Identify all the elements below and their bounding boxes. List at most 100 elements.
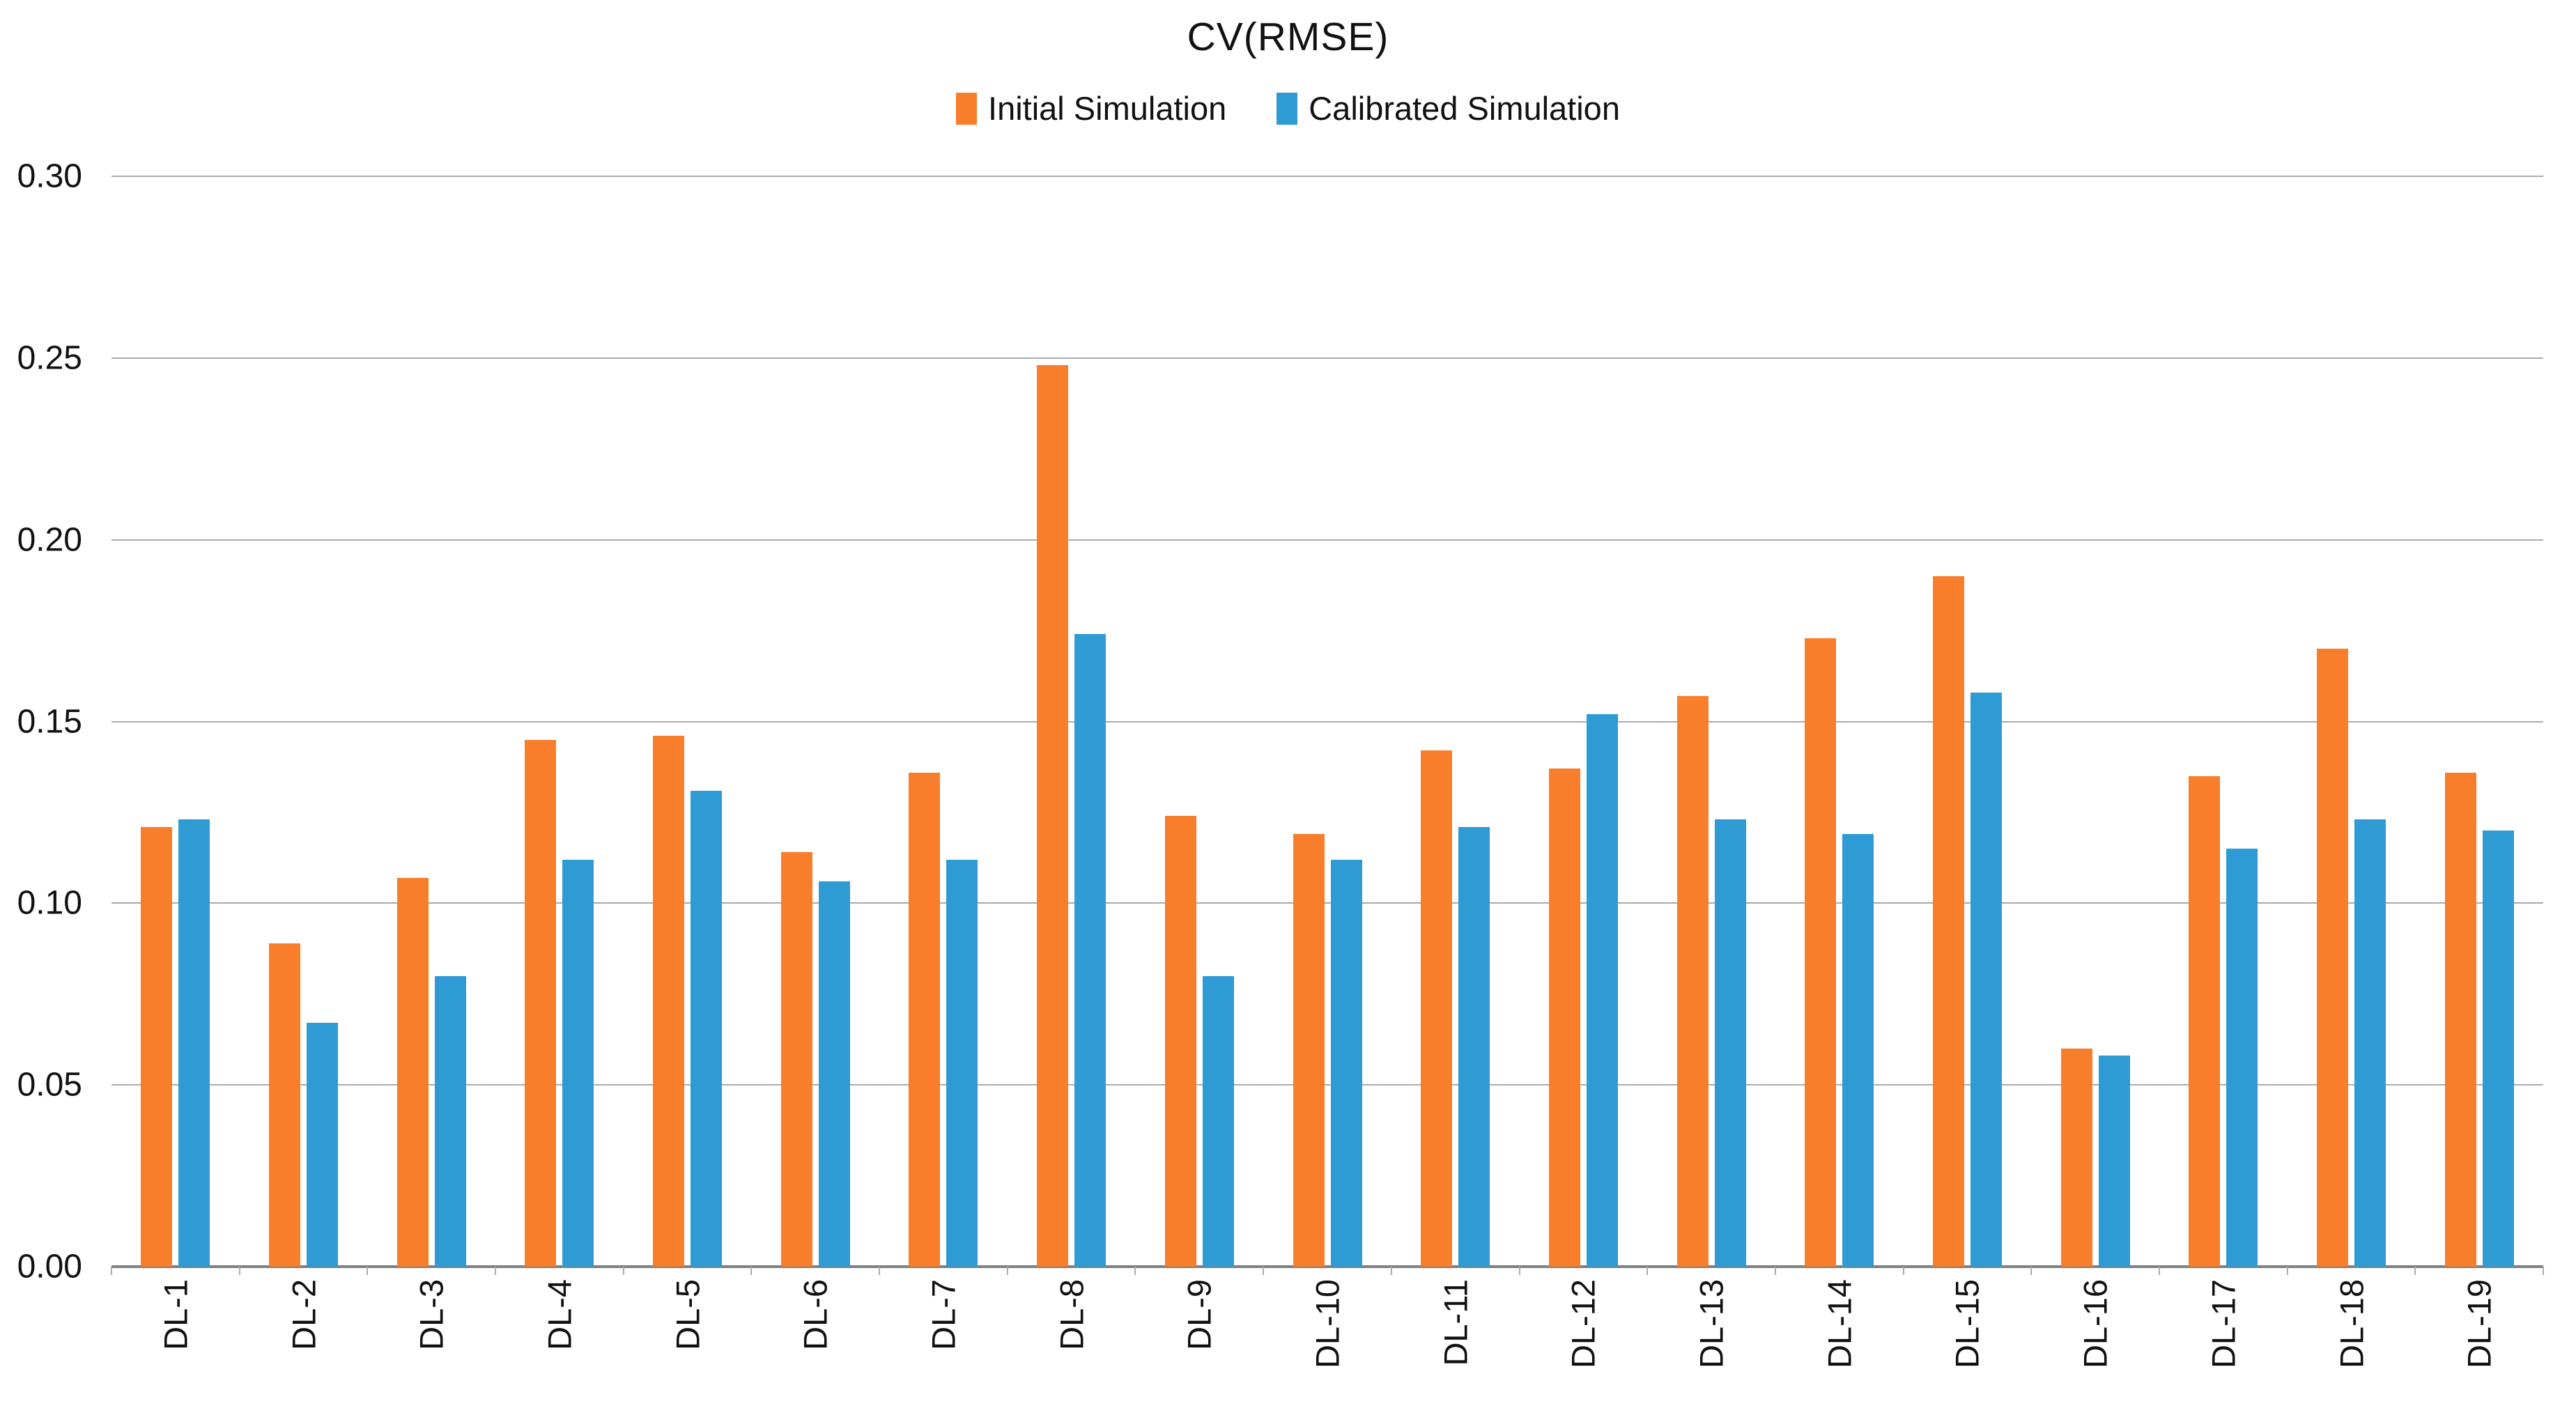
bar-initial-dl-4 (525, 739, 557, 1267)
x-axis-line (111, 1265, 2543, 1268)
category-tick (750, 1267, 753, 1275)
bar-initial-dl-13 (1676, 695, 1709, 1267)
y-axis-label: 0.25 (17, 339, 82, 377)
bar-initial-dl-10 (1293, 834, 1325, 1267)
bar-calibrated-dl-1 (178, 819, 210, 1267)
x-axis-label: DL-18 (2333, 1279, 2370, 1369)
x-axis-label: DL-6 (796, 1279, 834, 1350)
bar-initial-dl-15 (1932, 575, 1964, 1267)
x-axis-label: DL-8 (1053, 1279, 1090, 1350)
bar-initial-dl-19 (2444, 772, 2476, 1267)
chart-title: CV(RMSE) (1187, 15, 1389, 59)
legend-label-initial: Initial Simulation (988, 90, 1227, 127)
category-tick (1263, 1267, 1265, 1275)
x-axis-label: DL-16 (2076, 1279, 2114, 1369)
bar-group-dl-6: DL-6 (751, 176, 879, 1350)
bar-calibrated-dl-9 (1202, 975, 1234, 1267)
category-tick (367, 1267, 369, 1275)
gridline (111, 539, 2543, 541)
bar-group-dl-19: DL-19 (2415, 176, 2543, 1368)
bar-group-dl-13: DL-13 (1647, 176, 1775, 1368)
bar-calibrated-dl-5 (691, 790, 723, 1267)
bar-calibrated-dl-8 (1074, 634, 1106, 1267)
category-tick (2543, 1267, 2544, 1275)
y-axis-label: 0.05 (17, 1066, 82, 1104)
bar-calibrated-dl-19 (2482, 831, 2514, 1267)
legend-item-initial-simulation: Initial Simulation (956, 89, 1226, 128)
category-tick (2030, 1267, 2033, 1275)
category-tick (622, 1267, 624, 1275)
bar-calibrated-dl-15 (1970, 692, 2002, 1267)
category-tick (879, 1267, 881, 1275)
x-axis-label: DL-15 (1948, 1279, 1986, 1369)
bar-initial-dl-8 (1037, 365, 1069, 1267)
category-tick (1006, 1267, 1008, 1275)
x-axis-label: DL-5 (669, 1279, 707, 1350)
bar-group-dl-7: DL-7 (879, 176, 1008, 1350)
bar-group-dl-18: DL-18 (2288, 176, 2416, 1368)
bar-calibrated-dl-13 (1714, 819, 1746, 1267)
gridline (111, 1084, 2543, 1086)
category-tick (1134, 1267, 1136, 1275)
legend-item-calibrated-simulation: Calibrated Simulation (1277, 89, 1620, 128)
gridline (111, 902, 2543, 904)
x-axis-label: DL-17 (2205, 1279, 2242, 1369)
bar-group-dl-12: DL-12 (1520, 176, 1648, 1368)
bar-group-dl-8: DL-8 (1008, 176, 1136, 1350)
y-axis-label: 0.20 (17, 521, 82, 559)
bar-initial-dl-11 (1421, 750, 1453, 1267)
bar-calibrated-dl-18 (2354, 819, 2386, 1267)
category-tick (238, 1267, 240, 1275)
bar-group-dl-2: DL-2 (240, 176, 368, 1350)
x-axis-label: DL-12 (1564, 1279, 1602, 1369)
category-tick (111, 1267, 112, 1275)
bar-calibrated-dl-16 (2098, 1056, 2130, 1267)
y-axis-label: 0.15 (17, 703, 82, 740)
gridline (111, 176, 2543, 177)
bar-group-dl-14: DL-14 (1775, 176, 1904, 1368)
bar-calibrated-dl-10 (1330, 859, 1362, 1267)
category-tick (1646, 1267, 1649, 1275)
bar-initial-dl-17 (2189, 775, 2221, 1267)
bar-initial-dl-5 (653, 736, 685, 1267)
x-axis-label: DL-14 (1821, 1279, 1858, 1369)
bar-calibrated-dl-11 (1458, 826, 1490, 1267)
bar-calibrated-dl-12 (1586, 714, 1618, 1267)
category-tick (495, 1267, 497, 1275)
plot-area: 0.30 0.25 0.20 0.15 0.10 0.05 0.00 DL-1 DL-2 DL-… (17, 158, 2544, 1368)
legend-label-calibrated: Calibrated Simulation (1309, 90, 1620, 127)
bar-initial-dl-2 (269, 943, 301, 1267)
gridline (111, 357, 2543, 359)
x-axis-label: DL-1 (157, 1279, 194, 1350)
x-axis-label: DL-19 (2460, 1279, 2498, 1369)
bar-calibrated-dl-2 (307, 1023, 339, 1267)
bar-initial-dl-7 (909, 772, 941, 1267)
legend: Initial Simulation Calibrated Simulation (0, 89, 2576, 128)
bar-initial-dl-14 (1805, 638, 1837, 1267)
y-axis-label: 0.10 (17, 884, 82, 922)
bar-group-dl-17: DL-17 (2159, 176, 2288, 1368)
x-axis-label: DL-10 (1309, 1279, 1346, 1369)
y-axis-label: 0.30 (17, 157, 82, 195)
category-tick (1774, 1267, 1776, 1275)
category-tick (1902, 1267, 1904, 1275)
x-axis-label: DL-7 (925, 1279, 962, 1350)
bar-group-dl-11: DL-11 (1391, 176, 1520, 1366)
category-tick (1390, 1267, 1392, 1275)
y-axis-label: 0.00 (17, 1248, 82, 1285)
bar-initial-dl-18 (2317, 649, 2349, 1267)
bar-group-dl-15: DL-15 (1904, 176, 2032, 1368)
category-tick (1518, 1267, 1520, 1275)
bar-group-dl-16: DL-16 (2031, 176, 2159, 1368)
bar-group-dl-4: DL-4 (495, 176, 624, 1350)
bar-initial-dl-12 (1548, 768, 1580, 1267)
bar-calibrated-dl-17 (2226, 849, 2258, 1267)
x-axis-label: DL-2 (285, 1279, 323, 1350)
bar-initial-dl-1 (141, 826, 173, 1267)
bar-calibrated-dl-14 (1842, 834, 1874, 1267)
x-axis-label: DL-4 (541, 1279, 578, 1350)
bar-group-dl-10: DL-10 (1263, 176, 1391, 1368)
bar-group-dl-9: DL-9 (1136, 176, 1264, 1350)
category-tick (2414, 1267, 2416, 1275)
